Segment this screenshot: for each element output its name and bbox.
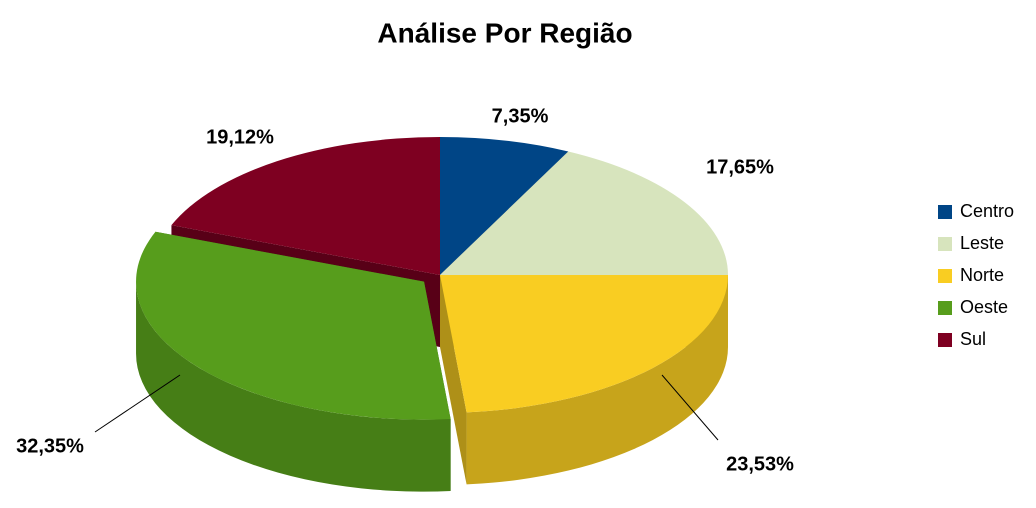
legend-swatch [938,301,952,315]
slice-side [136,281,451,492]
legend-swatch [938,205,952,219]
legend-swatch [938,237,952,251]
leader-line [661,374,719,441]
chart-title: Análise Por Região [377,17,632,48]
slice [136,231,451,420]
value-label: 17,65% [706,156,774,178]
value-label: 23,53% [726,453,794,475]
slice-wall [440,275,467,485]
slice [440,151,728,275]
slice [440,275,728,413]
legend-swatch [938,333,952,347]
value-label: 7,35% [492,105,549,127]
slice-side [466,275,728,485]
legend-label: Sul [960,329,986,349]
legend-swatch [938,269,952,283]
leader-line [94,374,181,433]
slice [440,137,569,275]
slice [171,137,440,275]
legend-label: Norte [960,265,1004,285]
legend-label: Leste [960,233,1004,253]
legend-label: Oeste [960,297,1008,317]
legend-label: Centro [960,201,1014,221]
value-label: 32,35% [16,435,84,457]
value-label: 19,12% [206,126,274,148]
